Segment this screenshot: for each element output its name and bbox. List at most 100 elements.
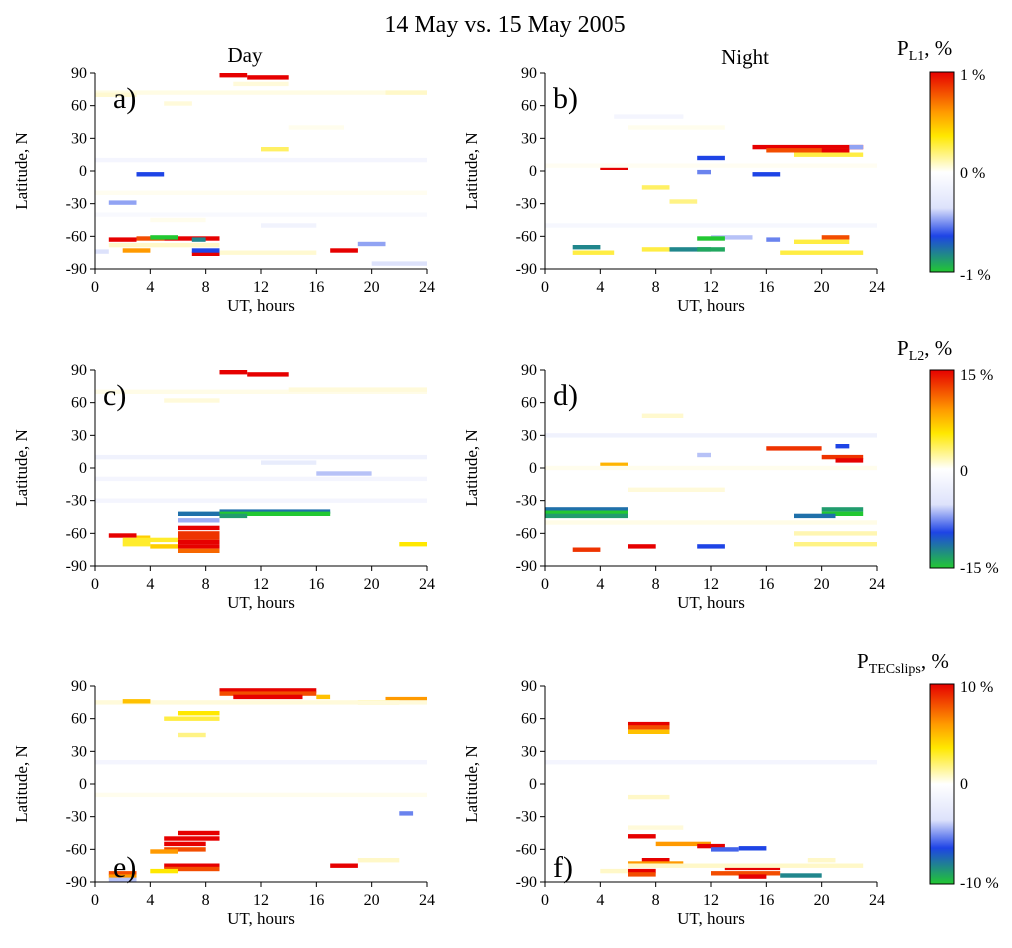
heatmap-cell [545,760,877,765]
colorbar-gradient [929,369,955,569]
y-tick-label: 60 [71,395,87,412]
y-tick-label: -60 [66,841,87,858]
heatmap-cell [150,849,178,854]
heatmap-cell [628,125,725,130]
y-tick-label: 60 [71,711,87,728]
x-tick-label: 8 [652,279,660,296]
heatmap-cell [108,871,137,876]
heatmap-cell [330,863,358,868]
y-tick-label: 60 [71,98,87,115]
x-tick-label: 8 [202,892,210,909]
heatmap-cell [628,721,670,727]
heatmap-cell [316,471,372,476]
heatmap-cell [697,544,725,549]
heatmap-cell [95,92,137,97]
column-title-night: Night [721,45,769,69]
heatmap-cell [545,510,628,515]
heatmap-cell [572,245,601,250]
heatmap-cell [780,873,822,878]
heatmap-cell [669,199,698,204]
heatmap-cell [371,261,427,266]
heatmap-cell [219,250,317,255]
y-tick-label: 0 [529,460,537,477]
x-tick-label: 12 [253,892,269,909]
heatmap-cell [178,525,220,531]
heatmap-cell [288,387,427,392]
heatmap-cell [821,235,850,240]
heatmap-cell [178,531,220,536]
heatmap-cells [95,370,427,553]
heatmap-cell [545,507,628,512]
heatmap-cell [600,165,628,170]
heatmap-cell [600,868,628,874]
heatmap-cell [108,533,137,538]
panel-label: b) [553,82,578,115]
x-axis-label: UT, hours [677,909,745,928]
heatmap-cell [219,511,331,516]
heatmap-cell [385,90,427,95]
heatmap-cell [219,691,317,696]
x-tick-label: 12 [703,576,719,593]
x-tick-label: 0 [541,279,549,296]
y-tick-label: 30 [521,427,537,444]
heatmap-cell [261,147,289,152]
heatmap-cell [178,535,220,540]
heatmap-cell [794,239,850,244]
heatmap-cell [821,507,864,512]
y-tick-label: -30 [66,196,87,213]
heatmap-cell [178,830,220,836]
y-tick-label: 0 [79,163,87,180]
heatmap-cell [95,249,109,254]
heatmap-cell [697,155,725,161]
heatmap-cell [697,236,725,241]
colorbar-title-sub: L1 [909,49,925,64]
x-tick-label: 16 [308,279,324,296]
heatmap-cell [821,148,850,153]
heatmap-cell [794,152,864,157]
heatmap-cell [136,172,165,177]
x-tick-label: 24 [869,576,885,593]
heatmap-cell [545,433,877,438]
y-tick-label: 30 [71,130,87,147]
heatmap-cell [164,836,220,841]
x-tick-label: 4 [596,279,604,296]
heatmap-cell [95,454,427,460]
heatmap-cell [288,125,344,130]
y-axis-label: Latitude, N [462,745,481,822]
x-tick-label: 0 [541,892,549,909]
y-axis-label: Latitude, N [12,132,31,209]
heatmap-cell [794,531,877,536]
heatmap-cell [150,217,206,223]
heatmap-cell [122,542,151,547]
x-axis-label: UT, hours [677,593,745,612]
heatmap-cell [233,81,289,87]
x-tick-label: 12 [253,576,269,593]
heatmap-cell [219,73,248,78]
heatmap-cell [641,247,670,252]
heatmap-cell [150,235,178,240]
colorbar-title: PL2, % [897,336,952,364]
heatmap-cells [545,721,877,879]
colorbar-title-suffix: , % [924,36,952,60]
heatmap-cell [766,237,781,242]
y-tick-label: 30 [521,130,537,147]
colorbar-ptec: PTECslips, % 10 % 0 -10 % [857,649,999,892]
heatmap-cell [219,513,248,519]
heatmap-cell [572,547,601,552]
panel-label: e) [113,851,136,884]
y-tick-label: 90 [521,362,537,379]
x-tick-label: 20 [814,576,830,593]
heatmap-cell [164,866,220,872]
colorbar-label-middle: 0 [960,776,968,793]
heatmap-cell [95,760,427,765]
heatmap-cell [752,172,781,177]
heatmap-cell [738,846,767,851]
x-axis-label: UT, hours [227,296,295,315]
heatmap-cell [164,863,220,868]
y-tick-label: 0 [79,460,87,477]
colorbar-label-middle: 0 % [960,165,985,182]
heatmap-cell [697,247,725,252]
heatmap-cell [95,476,427,482]
